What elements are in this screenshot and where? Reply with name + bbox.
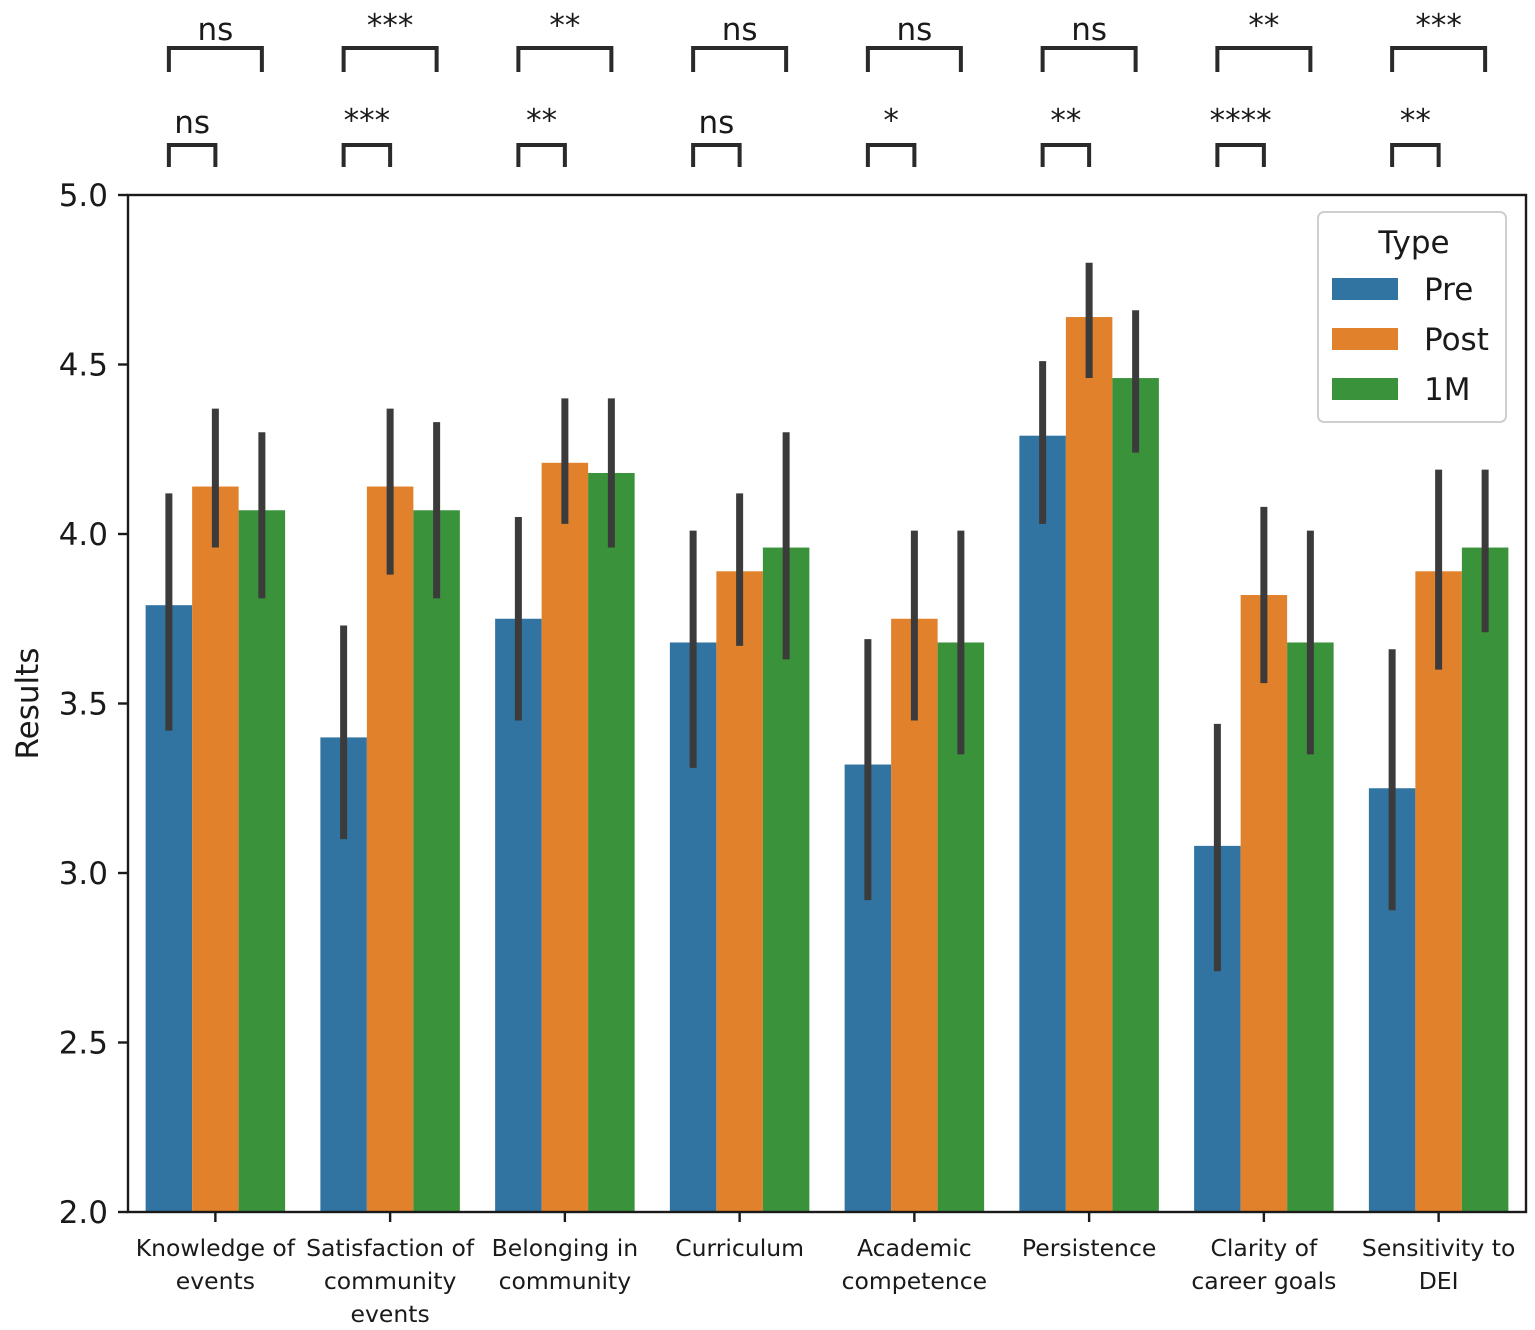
sig-pre-vs-post-1-bracket — [341, 143, 393, 167]
legend-title: Type — [1377, 225, 1449, 261]
sig-pre-vs-1m-7-label: *** — [1415, 8, 1462, 44]
y-tick-label: 3.0 — [59, 856, 108, 892]
x-tick-label: Persistence — [1022, 1234, 1156, 1262]
error-bars-layer — [165, 262, 1489, 972]
sig-pre-vs-post-2-label: ** — [526, 103, 557, 139]
sig-pre-vs-1m-5-bracket — [1040, 46, 1138, 72]
sig-pre-vs-post-7-label: ** — [1400, 103, 1431, 139]
bar-pre-5 — [1019, 435, 1066, 1212]
x-tick-label: DEI — [1419, 1267, 1459, 1295]
legend-frame — [1317, 211, 1507, 423]
x-tick-label: Belonging in — [492, 1234, 639, 1262]
bars-layer — [145, 317, 1509, 1213]
x-tick-label: Clarity of — [1210, 1234, 1317, 1262]
bar-post-7 — [1415, 571, 1462, 1212]
sig-pre-vs-1m-4-bracket — [865, 46, 963, 72]
y-axis-label: Results — [10, 648, 46, 760]
x-tick-label: events — [176, 1267, 255, 1295]
y-tick-label: 2.5 — [59, 1026, 108, 1062]
y-tick-label: 4.0 — [59, 517, 108, 553]
y-tick-label: 3.5 — [59, 687, 108, 723]
sig-pre-vs-1m-1-bracket — [341, 46, 439, 72]
sig-pre-vs-1m-0-bracket — [166, 46, 264, 72]
legend-swatch-post — [1332, 328, 1398, 350]
sig-pre-vs-post-7-bracket — [1390, 143, 1441, 167]
bar-1m-2 — [588, 472, 635, 1213]
x-tick-label: Curriculum — [675, 1234, 804, 1262]
x-tick-label: community — [324, 1267, 457, 1295]
sig-pre-vs-post-0-label: ns — [174, 105, 210, 141]
x-tick-label: career goals — [1191, 1267, 1336, 1295]
x-tick-label: Satisfaction of — [306, 1234, 475, 1262]
x-tick-label: Sensitivity to — [1362, 1234, 1515, 1262]
bar-1m-0 — [238, 510, 286, 1212]
legend-swatch-1m — [1332, 378, 1398, 400]
sig-pre-vs-post-5-label: ** — [1050, 103, 1081, 139]
legend: Type Pre Post 1M — [1317, 211, 1507, 423]
x-tick-label: Academic — [857, 1234, 972, 1262]
x-tick-label: Knowledge of — [136, 1234, 296, 1262]
sig-pre-vs-1m-4-label: ns — [896, 12, 932, 48]
bar-post-2 — [541, 462, 589, 1212]
bar-post-3 — [716, 571, 763, 1212]
sig-pre-vs-post-0-bracket — [166, 143, 218, 167]
axes-layer: 2.0 2.5 3.0 3.5 4.0 4.5 5.0 Results Knowledge of… — [10, 178, 1528, 1328]
sig-pre-vs-1m-6-bracket — [1215, 46, 1313, 72]
sig-pre-vs-post-4-label: * — [883, 103, 899, 139]
sig-pre-vs-post-4-bracket — [865, 143, 917, 167]
sig-pre-vs-post-6-bracket — [1215, 143, 1266, 167]
x-tick-label: competence — [842, 1267, 988, 1295]
sig-pre-vs-post-5-bracket — [1040, 143, 1092, 167]
x-tick-label: community — [499, 1267, 632, 1295]
bar-1m-1 — [413, 510, 460, 1212]
y-tick-label: 5.0 — [59, 178, 108, 214]
bar-post-0 — [192, 486, 239, 1212]
sig-pre-vs-1m-1-label: *** — [367, 8, 414, 44]
sig-pre-vs-1m-0-label: ns — [197, 12, 233, 48]
bar-post-1 — [366, 486, 414, 1212]
sig-pre-vs-1m-7-bracket — [1390, 46, 1488, 72]
bar-post-5 — [1065, 317, 1113, 1212]
sig-pre-vs-1m-3-label: ns — [722, 12, 758, 48]
legend-label-1m: 1M — [1424, 372, 1470, 408]
sig-pre-vs-1m-2-bracket — [516, 46, 614, 72]
sig-pre-vs-post-3-label: ns — [698, 105, 734, 141]
sig-pre-vs-1m-6-label: ** — [1248, 8, 1279, 44]
bar-1m-7 — [1461, 547, 1509, 1212]
sig-pre-vs-post-2-bracket — [516, 143, 567, 167]
bar-1m-5 — [1112, 378, 1159, 1212]
sig-pre-vs-post-3-bracket — [691, 143, 742, 167]
sig-pre-vs-post-6-label: **** — [1210, 103, 1272, 139]
y-tick-label: 4.5 — [59, 348, 108, 384]
sig-pre-vs-1m-2-label: ** — [549, 8, 580, 44]
y-tick-label: 2.0 — [59, 1195, 108, 1231]
sig-pre-vs-1m-3-bracket — [691, 46, 789, 72]
legend-label-pre: Pre — [1424, 272, 1473, 308]
bar-post-6 — [1240, 595, 1288, 1212]
sig-pre-vs-post-1-label: *** — [344, 103, 391, 139]
x-tick-label: events — [351, 1300, 430, 1328]
legend-swatch-pre — [1332, 278, 1398, 300]
sig-pre-vs-1m-5-label: ns — [1071, 12, 1107, 48]
legend-label-post: Post — [1424, 322, 1489, 358]
